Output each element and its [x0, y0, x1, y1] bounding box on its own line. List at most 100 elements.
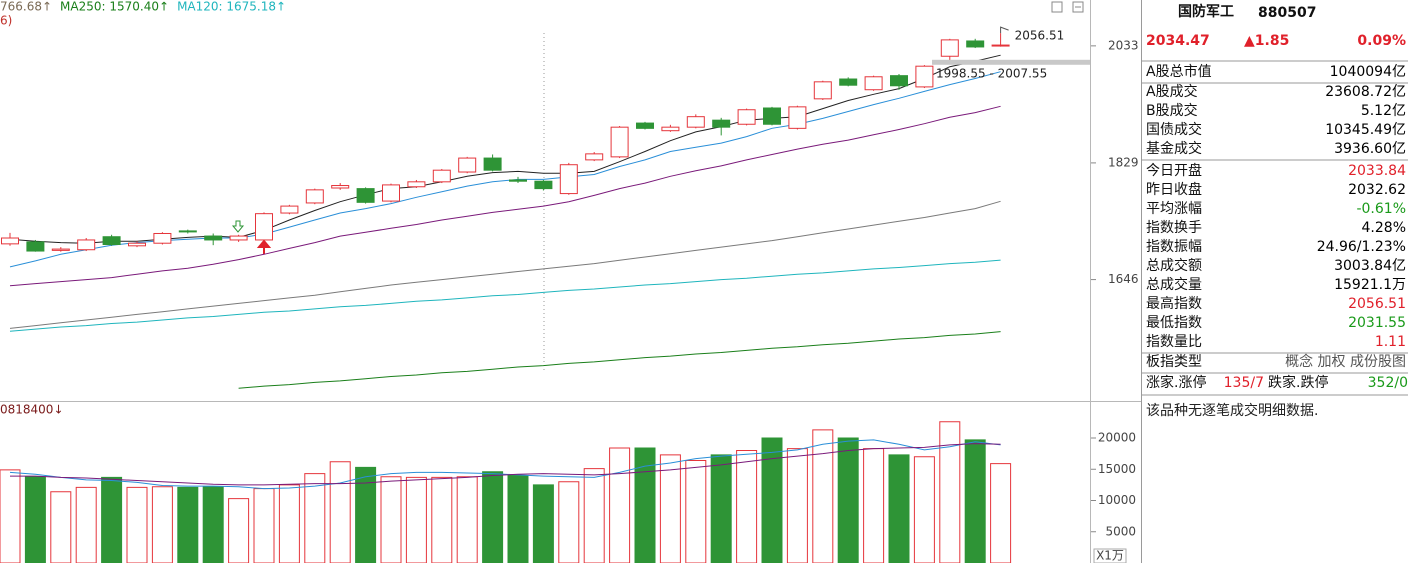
candle-body: [483, 157, 502, 171]
volume-bar: [202, 486, 224, 563]
ma-line: [10, 443, 1001, 486]
volume-bar: [863, 448, 885, 563]
row-value: 2031.55: [1348, 315, 1406, 331]
row-value: 1040094亿: [1330, 64, 1406, 80]
volume-bar: [126, 486, 148, 563]
row-label: 最高指数: [1146, 295, 1202, 312]
volume-bar: [888, 454, 910, 563]
volume-bar: [710, 454, 732, 563]
candle-body: [356, 188, 375, 203]
row-value: 24.96/1.23%: [1317, 239, 1406, 255]
row-label: 指数振幅: [1146, 239, 1202, 255]
row-label: 基金成交: [1146, 140, 1202, 157]
breadth-label: 涨家.涨停: [1146, 374, 1206, 391]
row-label: 指数换手: [1146, 219, 1202, 236]
note: 该品种无逐笔成交明细数据.: [1146, 402, 1318, 419]
price: 2034.47: [1146, 33, 1210, 49]
candle-body: [255, 213, 273, 241]
row-value: 2032.62: [1348, 182, 1406, 198]
row-label: 国债成交: [1146, 121, 1202, 138]
volume-bar: [405, 476, 427, 563]
volume-bar: [24, 476, 46, 563]
change-pct: 0.09%: [1357, 33, 1406, 49]
breadth-value: 352/0: [1368, 375, 1408, 391]
volume-bar: [329, 461, 351, 563]
volume-bar: [786, 448, 808, 563]
candle-body: [458, 157, 477, 173]
row-label: A股成交: [1146, 83, 1198, 100]
volume-bar: [659, 454, 681, 563]
ma-line: [9, 54, 1001, 244]
candle-body: [229, 235, 248, 241]
candle-body: [77, 239, 96, 251]
buy-signal-arrow: [256, 239, 272, 254]
volume-bar: [609, 447, 631, 563]
y-tick-label: 15000: [1098, 462, 1136, 476]
row-label: B股成交: [1146, 102, 1198, 119]
ma-line: [9, 71, 1001, 268]
candle-body: [509, 179, 527, 182]
candle-body: [864, 76, 883, 91]
gap-label: 1998.55 - 2007.55: [936, 66, 1047, 80]
volume-bar: [0, 469, 21, 563]
row-value: 15921.1万: [1334, 277, 1406, 293]
unit-label: X1万: [1096, 549, 1124, 563]
candle-body: [712, 119, 731, 128]
volume-bar: [964, 439, 986, 563]
row-value: -0.61%: [1356, 201, 1406, 217]
volume-bar: [177, 486, 199, 563]
candle-body: [559, 164, 578, 195]
row-label: 总成交额: [1146, 257, 1202, 274]
volume-bar: [558, 481, 580, 563]
high-flag: [1000, 26, 1009, 34]
row-label: 最低指数: [1146, 315, 1202, 331]
candle-body: [280, 205, 299, 214]
type-value: 概念 加权 成份股图: [1285, 353, 1406, 370]
volume-bar: [939, 421, 961, 563]
candle-body: [737, 109, 756, 125]
window-icon[interactable]: [1051, 1, 1063, 13]
y-tick-label: 2033: [1108, 38, 1139, 52]
candle-body: [636, 122, 654, 129]
candle-body: [128, 242, 146, 247]
gap-band: [932, 59, 1090, 65]
row-label: 板指类型: [1146, 354, 1202, 370]
candle-body: [940, 39, 959, 57]
quote-panel: 国防军工 880507 2034.47 ▲1.85 0.09% A股总市值 1040094亿…: [1142, 3, 1408, 419]
volume-bar: [913, 456, 935, 563]
candle-body: [534, 180, 553, 190]
volume-bar: [380, 476, 402, 563]
volume-bar: [761, 437, 783, 563]
row-value: 2033.84: [1348, 163, 1406, 179]
index-code: 880507: [1258, 5, 1316, 21]
candle-body: [204, 235, 223, 241]
row-label: 昨日收盘: [1146, 181, 1202, 198]
row-value: 23608.72亿: [1325, 84, 1406, 100]
sell-signal-arrow: [231, 220, 245, 233]
candle-body: [890, 75, 908, 87]
window-icon[interactable]: [1072, 1, 1084, 13]
ma-header: MA250: 1570.40↑: [60, 0, 169, 14]
candle-body: [432, 169, 451, 183]
volume-bar: [50, 491, 72, 563]
candle-body: [991, 44, 1010, 47]
volume-bar: [507, 475, 529, 563]
volume-header: 0818400↓: [0, 403, 64, 417]
volume-bar: [634, 447, 656, 563]
volume-bar: [151, 486, 173, 563]
subtitle: 6): [0, 14, 12, 28]
candle-body: [661, 126, 680, 132]
volume-bar: [75, 486, 97, 563]
candle-body: [813, 81, 832, 100]
candle-body: [51, 248, 70, 251]
row-label: 平均涨幅: [1146, 201, 1202, 217]
row-value: 2056.51: [1348, 296, 1406, 312]
candle-body: [839, 78, 858, 86]
y-tick-label: 20000: [1098, 431, 1136, 445]
volume-bar: [685, 460, 707, 563]
volume-bar: [228, 498, 250, 563]
y-tick-label: 1829: [1108, 155, 1139, 169]
volume-bar: [482, 471, 504, 563]
